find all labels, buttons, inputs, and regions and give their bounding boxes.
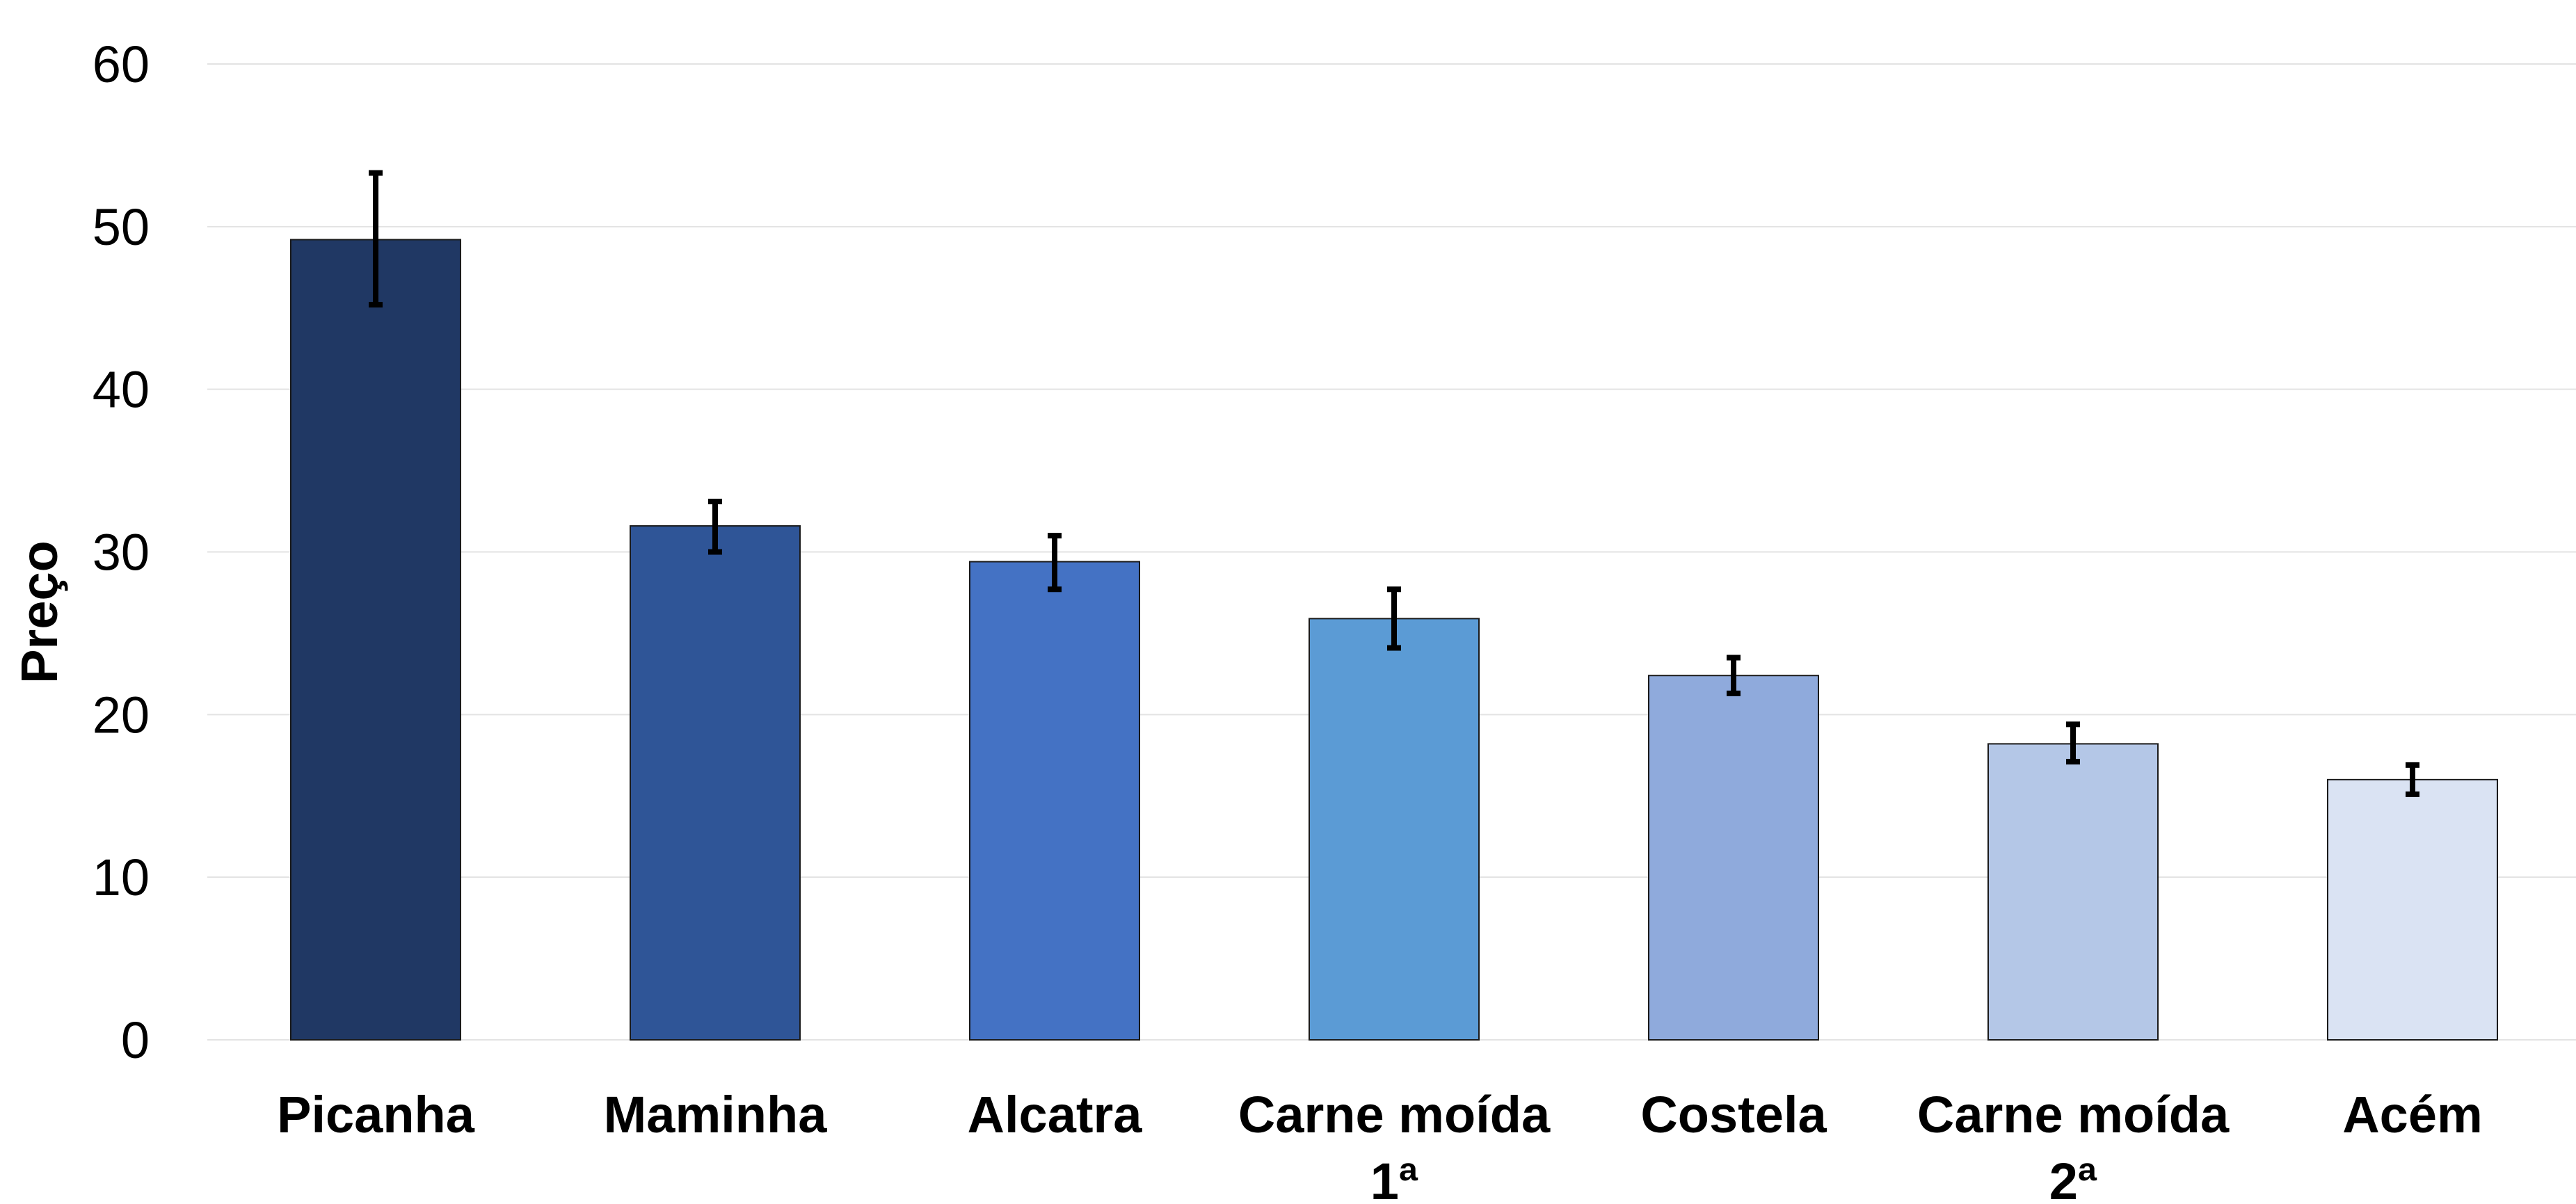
- error-bar: [1727, 655, 1741, 696]
- y-tick-label: 30: [93, 524, 150, 581]
- x-tick-label: Picanha: [277, 1086, 475, 1143]
- y-axis-title: Preço: [10, 540, 68, 684]
- bars: [290, 239, 2498, 1041]
- x-tick-label-line: Costela: [1640, 1086, 1827, 1143]
- x-tick-label-line: Maminha: [604, 1086, 828, 1143]
- bar: [1987, 743, 2159, 1041]
- error-bars: [369, 170, 2419, 797]
- x-tick-label-line: 1ª: [1370, 1153, 1418, 1204]
- error-bar: [2406, 762, 2419, 797]
- x-tick-label-line: 2ª: [2049, 1153, 2097, 1204]
- bar: [2327, 778, 2498, 1041]
- x-tick-label: Acém: [2342, 1086, 2483, 1143]
- y-tick-label: 50: [93, 198, 150, 256]
- y-axis-ticks: 0 10 20 30 40 50 60: [93, 35, 150, 1069]
- x-tick-label-line: Acém: [2342, 1086, 2483, 1143]
- x-tick-label: Costela: [1640, 1086, 1827, 1143]
- bar: [1648, 675, 1819, 1041]
- error-bar: [1387, 586, 1401, 651]
- x-tick-label: Carne moída 2ª: [1917, 1086, 2230, 1204]
- y-tick-label: 40: [93, 361, 150, 419]
- y-tick-label: 10: [93, 849, 150, 906]
- bar: [1309, 618, 1480, 1041]
- x-tick-label: Maminha: [604, 1086, 828, 1143]
- bar: [969, 561, 1140, 1041]
- x-tick-label: Carne moída 1ª: [1238, 1086, 1551, 1204]
- y-tick-label: 0: [121, 1011, 150, 1069]
- y-tick-label: 20: [93, 686, 150, 744]
- x-tick-label-line: Alcatra: [968, 1086, 1143, 1143]
- bar: [290, 239, 461, 1041]
- bar: [630, 525, 801, 1041]
- x-tick-label-line: Carne moída: [1917, 1086, 2230, 1143]
- error-bar: [2066, 721, 2080, 765]
- x-axis-ticks: Picanha Maminha Alcatra Carne moída 1ª Costel…: [277, 1086, 2483, 1204]
- x-tick-label-line: Carne moída: [1238, 1086, 1551, 1143]
- error-bar: [1048, 533, 1062, 593]
- error-bar: [369, 170, 383, 308]
- error-bar: [708, 499, 722, 555]
- x-tick-label-line: Picanha: [277, 1086, 475, 1143]
- y-tick-label: 60: [93, 35, 150, 93]
- x-tick-label: Alcatra: [968, 1086, 1143, 1143]
